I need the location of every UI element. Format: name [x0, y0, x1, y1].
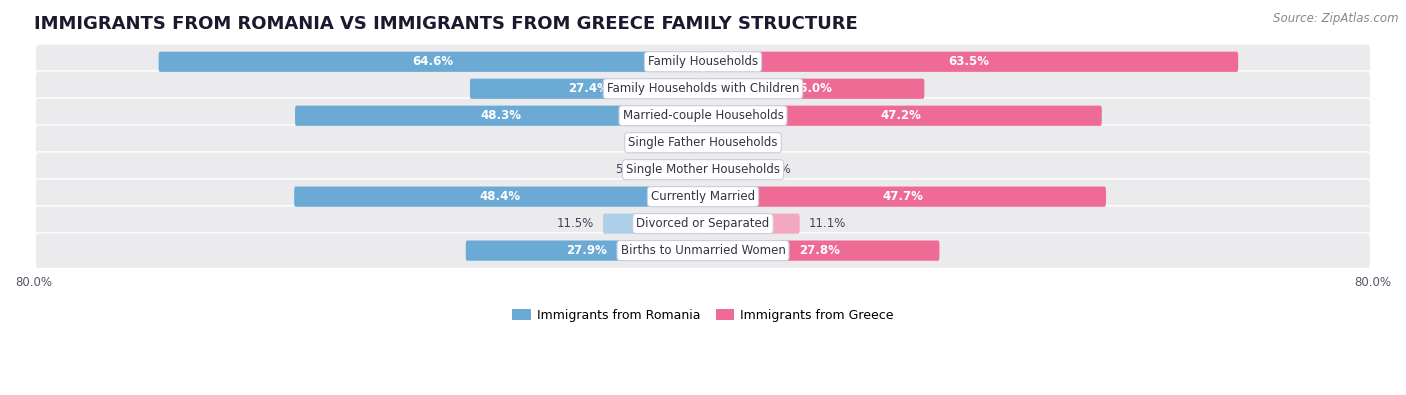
FancyBboxPatch shape: [704, 160, 752, 180]
FancyBboxPatch shape: [294, 186, 702, 207]
Text: 1.9%: 1.9%: [731, 136, 761, 149]
Text: 48.3%: 48.3%: [481, 109, 522, 122]
FancyBboxPatch shape: [704, 79, 924, 99]
FancyBboxPatch shape: [603, 214, 702, 234]
FancyBboxPatch shape: [159, 52, 702, 72]
Text: 48.4%: 48.4%: [479, 190, 522, 203]
Text: Single Mother Households: Single Mother Households: [626, 163, 780, 176]
FancyBboxPatch shape: [35, 233, 1371, 269]
Text: IMMIGRANTS FROM ROMANIA VS IMMIGRANTS FROM GREECE FAMILY STRUCTURE: IMMIGRANTS FROM ROMANIA VS IMMIGRANTS FR…: [34, 15, 858, 33]
FancyBboxPatch shape: [35, 44, 1371, 79]
Text: Family Households with Children: Family Households with Children: [607, 82, 799, 95]
Text: 11.5%: 11.5%: [557, 217, 595, 230]
Text: 47.7%: 47.7%: [882, 190, 922, 203]
Text: 11.1%: 11.1%: [808, 217, 846, 230]
Text: 47.2%: 47.2%: [880, 109, 921, 122]
Text: Married-couple Households: Married-couple Households: [623, 109, 783, 122]
FancyBboxPatch shape: [704, 105, 1102, 126]
Text: Births to Unmarried Women: Births to Unmarried Women: [620, 244, 786, 257]
FancyBboxPatch shape: [704, 241, 939, 261]
FancyBboxPatch shape: [704, 186, 1107, 207]
FancyBboxPatch shape: [704, 133, 723, 153]
Text: 27.9%: 27.9%: [565, 244, 607, 257]
FancyBboxPatch shape: [295, 105, 702, 126]
FancyBboxPatch shape: [35, 206, 1371, 241]
Text: 27.4%: 27.4%: [568, 82, 609, 95]
Text: 26.0%: 26.0%: [792, 82, 832, 95]
Text: Divorced or Separated: Divorced or Separated: [637, 217, 769, 230]
Legend: Immigrants from Romania, Immigrants from Greece: Immigrants from Romania, Immigrants from…: [508, 304, 898, 327]
FancyBboxPatch shape: [654, 160, 702, 180]
FancyBboxPatch shape: [682, 133, 702, 153]
Text: 5.5%: 5.5%: [614, 163, 644, 176]
FancyBboxPatch shape: [35, 152, 1371, 188]
FancyBboxPatch shape: [35, 71, 1371, 107]
Text: Source: ZipAtlas.com: Source: ZipAtlas.com: [1274, 12, 1399, 25]
Text: 27.8%: 27.8%: [799, 244, 839, 257]
FancyBboxPatch shape: [704, 214, 800, 234]
Text: Family Households: Family Households: [648, 55, 758, 68]
Text: 64.6%: 64.6%: [412, 55, 453, 68]
FancyBboxPatch shape: [704, 52, 1239, 72]
FancyBboxPatch shape: [35, 98, 1371, 134]
Text: 63.5%: 63.5%: [948, 55, 990, 68]
FancyBboxPatch shape: [470, 79, 702, 99]
Text: Single Father Households: Single Father Households: [628, 136, 778, 149]
FancyBboxPatch shape: [35, 125, 1371, 160]
Text: 5.4%: 5.4%: [761, 163, 790, 176]
FancyBboxPatch shape: [35, 179, 1371, 214]
FancyBboxPatch shape: [465, 241, 702, 261]
Text: 2.1%: 2.1%: [643, 136, 673, 149]
Text: Currently Married: Currently Married: [651, 190, 755, 203]
